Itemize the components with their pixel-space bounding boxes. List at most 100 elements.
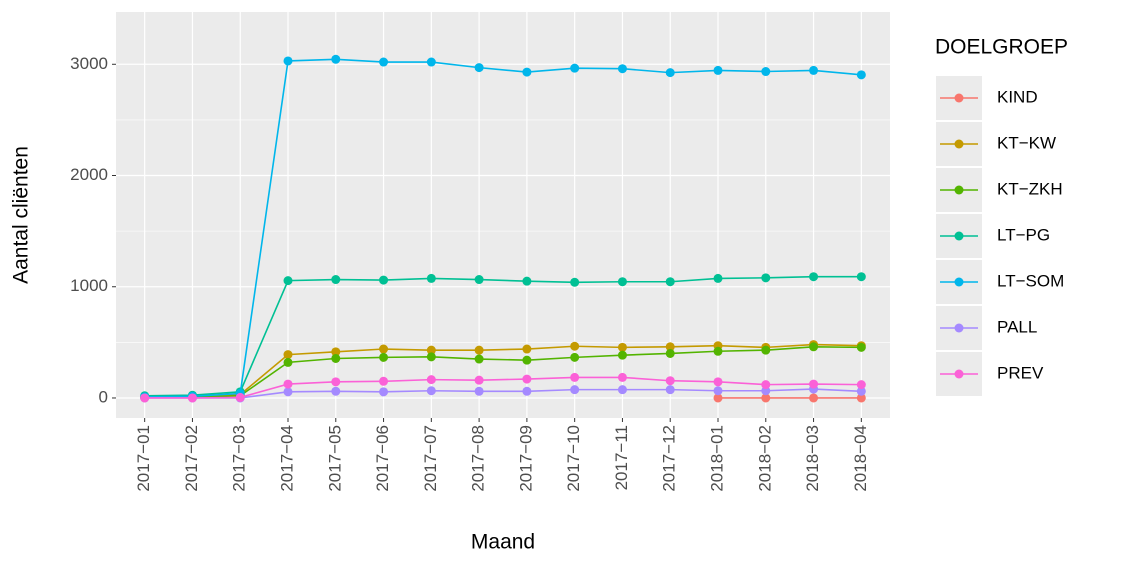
data-point (761, 273, 771, 283)
y-tick-label: 3000 (70, 54, 108, 73)
y-tick-label: 2000 (70, 165, 108, 184)
data-point (856, 342, 866, 352)
x-tick-label: 2017−05 (325, 425, 344, 492)
data-point (474, 386, 484, 396)
x-tick-label: 2017−07 (421, 425, 440, 492)
x-tick-label: 2017−12 (660, 425, 679, 492)
legend-label: KIND (997, 87, 1038, 106)
data-point (283, 387, 293, 397)
data-point (761, 67, 771, 77)
data-point (570, 341, 580, 351)
data-point (426, 273, 436, 283)
data-point (809, 65, 819, 75)
data-point (426, 375, 436, 385)
data-point (331, 54, 341, 64)
data-point (665, 385, 675, 395)
legend-point (954, 93, 964, 103)
data-point (665, 68, 675, 78)
data-point (283, 379, 293, 389)
data-point (283, 56, 293, 66)
data-point (426, 352, 436, 362)
legend-point (954, 277, 964, 287)
data-point (140, 393, 150, 403)
x-tick-label: 2017−04 (277, 425, 296, 492)
data-point (187, 393, 197, 403)
legend-label: PALL (997, 317, 1037, 336)
data-point (331, 275, 341, 285)
data-point (617, 277, 627, 287)
data-point (474, 345, 484, 355)
data-point (331, 386, 341, 396)
data-point (570, 63, 580, 73)
data-point (617, 385, 627, 395)
data-point (379, 376, 389, 386)
data-point (426, 386, 436, 396)
data-point (809, 272, 819, 282)
legend-label: KT−KW (997, 133, 1056, 152)
data-point (713, 346, 723, 356)
data-point (713, 393, 723, 403)
legend-point (954, 185, 964, 195)
data-point (617, 342, 627, 352)
data-point (617, 372, 627, 382)
series-line (144, 388, 862, 399)
x-tick-label: 2018−03 (803, 425, 822, 492)
data-point (283, 350, 293, 360)
data-point (379, 275, 389, 285)
data-point (617, 350, 627, 360)
data-point (331, 347, 341, 357)
data-point (713, 386, 723, 396)
data-point (713, 273, 723, 283)
data-point (379, 344, 389, 354)
data-point (522, 67, 532, 77)
x-tick-label: 2017−02 (182, 425, 201, 492)
series-line (144, 58, 862, 398)
y-axis-title: Aantal cliënten (10, 146, 33, 284)
data-point (474, 275, 484, 285)
x-tick-label: 2018−02 (755, 425, 774, 492)
data-point (713, 377, 723, 387)
data-point (474, 354, 484, 364)
data-point (713, 65, 723, 75)
x-tick-label: 2017−08 (469, 425, 488, 492)
data-point (665, 348, 675, 358)
data-point (665, 376, 675, 386)
data-point (522, 355, 532, 365)
legend-point (954, 231, 964, 241)
legend-label: LT−SOM (997, 271, 1064, 290)
data-point (235, 392, 245, 402)
legend-label: PREV (997, 363, 1044, 382)
x-tick-label: 2018−01 (707, 425, 726, 492)
x-tick-label: 2017−06 (373, 425, 392, 492)
data-point (283, 357, 293, 367)
data-point (379, 387, 389, 397)
legend-label: LT−PG (997, 225, 1050, 244)
data-point (426, 345, 436, 355)
data-point (761, 345, 771, 355)
legend-point (954, 323, 964, 333)
data-point (570, 385, 580, 395)
x-tick-label: 2017−01 (134, 425, 153, 492)
legend-title: DOELGROEP (935, 36, 1068, 59)
data-point (522, 386, 532, 396)
data-point (856, 393, 866, 403)
data-point (379, 352, 389, 362)
series-line (144, 376, 862, 399)
data-point (522, 374, 532, 384)
data-point (283, 276, 293, 286)
legend-point (954, 139, 964, 149)
data-point (665, 277, 675, 287)
data-point (856, 380, 866, 390)
data-point (570, 372, 580, 382)
legend-point (954, 369, 964, 379)
data-point (809, 342, 819, 352)
data-point (617, 64, 627, 74)
x-tick-label: 2017−09 (516, 425, 535, 492)
data-point (809, 393, 819, 403)
series-line (144, 346, 862, 399)
data-point (426, 57, 436, 67)
data-point (331, 377, 341, 387)
data-point (856, 272, 866, 282)
data-point (809, 379, 819, 389)
